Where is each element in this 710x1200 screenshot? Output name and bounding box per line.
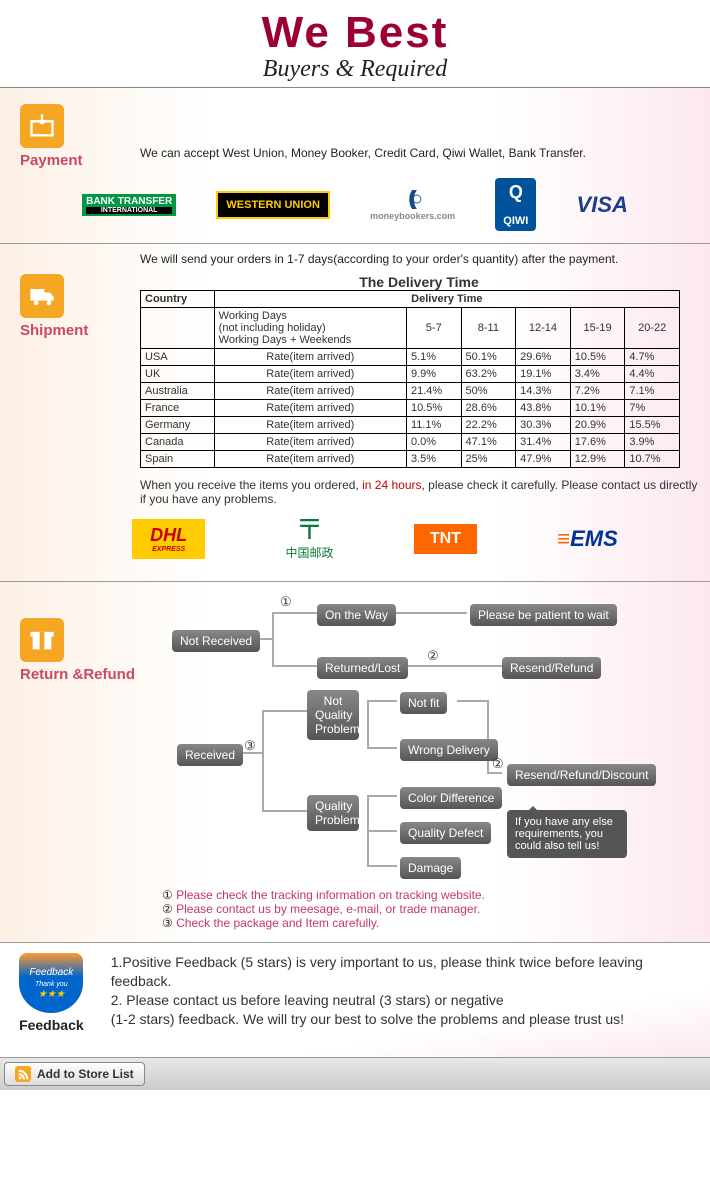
add-to-store-label: Add to Store List — [37, 1067, 134, 1081]
node-defect: Quality Defect — [400, 822, 491, 844]
table-row: FranceRate(item arrived)10.5%28.6%43.8%1… — [141, 400, 680, 417]
tnt-logo: TNT — [414, 524, 477, 554]
circled-2b: ② — [492, 756, 504, 772]
add-to-store-button[interactable]: Add to Store List — [4, 1062, 145, 1086]
qiwi-logo: QQIWI — [495, 178, 536, 231]
circled-1a: ① — [280, 594, 292, 610]
table-row: AustraliaRate(item arrived)21.4%50%14.3%… — [141, 383, 680, 400]
shield-icon: FeedbackThank you★★★ — [19, 953, 83, 1013]
shipment-icon — [20, 274, 64, 318]
table-row: USARate(item arrived)5.1%50.1%29.6%10.5%… — [141, 349, 680, 366]
western-union-logo: WESTERN UNION — [216, 191, 330, 219]
node-not-received: Not Received — [172, 630, 260, 652]
node-color: Color Difference — [400, 787, 502, 809]
th-delivery: Delivery Time — [214, 291, 679, 308]
return-label: Return &Refund — [20, 666, 135, 683]
moneybookers-logo: ((((○moneybookers.com — [370, 188, 455, 221]
node-damage: Damage — [400, 857, 461, 879]
node-returned: Returned/Lost — [317, 657, 408, 679]
node-patient: Please be patient to wait — [470, 604, 617, 626]
node-on-the-way: On the Way — [317, 604, 396, 626]
feedback-badge: FeedbackThank you★★★ Feedback — [12, 953, 91, 1033]
visa-logo: VISA — [577, 192, 628, 218]
shipment-label: Shipment — [20, 322, 88, 339]
return-icon — [20, 618, 64, 662]
table-row: GermanyRate(item arrived)11.1%22.2%30.3%… — [141, 417, 680, 434]
node-resend2: Resend/Refund/Discount — [507, 764, 656, 786]
table-row: CanadaRate(item arrived)0.0%47.1%31.4%17… — [141, 434, 680, 451]
circled-2a: ② — [427, 648, 439, 664]
header-title: We Best — [0, 8, 710, 58]
ems-logo: ≡EMS — [557, 526, 618, 552]
payment-icon — [20, 104, 64, 148]
rss-icon — [15, 1066, 31, 1082]
payment-logos: BANK TRANSFERINTERNATIONAL WESTERN UNION… — [12, 178, 698, 231]
delivery-table-title: The Delivery Time — [140, 274, 698, 290]
table-row: UKRate(item arrived)9.9%63.2%19.1%3.4%4.… — [141, 366, 680, 383]
dhl-logo: DHLEXPRESS — [132, 519, 205, 559]
footer: Add to Store List — [0, 1057, 710, 1090]
header: We Best Buyers & Required — [0, 0, 710, 88]
feedback-text: 1.Positive Feedback (5 stars) is very im… — [111, 953, 698, 1033]
payment-section: Payment We can accept West Union, Money … — [0, 88, 710, 244]
return-flowchart: Not Received ① On the Way Please be pati… — [152, 590, 698, 880]
bank-transfer-logo: BANK TRANSFERINTERNATIONAL — [82, 194, 176, 216]
shipment-note: When you receive the items you ordered, … — [140, 478, 698, 506]
shipment-intro: We will send your orders in 1-7 days(acc… — [140, 252, 698, 266]
node-resend1: Resend/Refund — [502, 657, 601, 679]
return-notes: ① Please check the tracking information … — [162, 888, 698, 930]
shipment-section: Shipment We will send your orders in 1-7… — [0, 244, 710, 582]
node-not-fit: Not fit — [400, 692, 447, 714]
chinapost-logo: 〒中国邮政 — [285, 516, 333, 561]
payment-label: Payment — [20, 152, 83, 169]
node-qp: Quality Problem — [307, 795, 359, 831]
carrier-logos: DHLEXPRESS 〒中国邮政 TNT ≡EMS — [92, 516, 658, 561]
table-row: SpainRate(item arrived)3.5%25%47.9%12.9%… — [141, 451, 680, 468]
return-section: Return &Refund Not Received ① On the Way… — [0, 582, 710, 943]
feedback-label: Feedback — [12, 1017, 91, 1033]
node-nqp: Not Quality Problem — [307, 690, 359, 740]
payment-text: We can accept West Union, Money Booker, … — [140, 146, 698, 160]
node-wrong: Wrong Delivery — [400, 739, 498, 761]
speech-bubble: If you have any else requirements, you c… — [507, 810, 627, 858]
circled-3a: ③ — [244, 738, 256, 754]
feedback-section: FeedbackThank you★★★ Feedback 1.Positive… — [0, 943, 710, 1057]
th-country: Country — [141, 291, 215, 308]
header-subtitle: Buyers & Required — [0, 56, 710, 87]
sub-working: Working Days(not including holiday)Worki… — [214, 308, 406, 349]
delivery-table: Country Delivery Time Working Days(not i… — [140, 290, 680, 468]
node-received: Received — [177, 744, 243, 766]
